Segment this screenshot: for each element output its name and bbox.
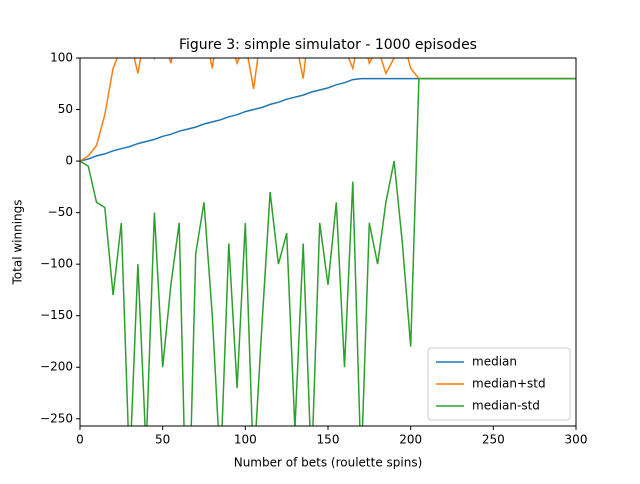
line-series	[80, 58, 576, 162]
line-series	[80, 77, 576, 162]
y-tick-label: 50	[58, 102, 73, 116]
x-tick-label: 150	[317, 433, 340, 447]
legend-label: median+std	[472, 377, 546, 391]
plot-area	[80, 58, 576, 426]
y-tick-label: −150	[40, 308, 73, 322]
x-tick-label: 250	[482, 433, 505, 447]
x-tick-label: 200	[399, 433, 422, 447]
legend-label: median	[472, 355, 517, 369]
x-tick-label: 0	[76, 433, 84, 447]
y-tick-label: 100	[50, 51, 73, 65]
y-tick-label: −250	[40, 411, 73, 425]
y-tick-label: 0	[65, 154, 73, 168]
x-tick-label: 50	[155, 433, 170, 447]
chart-title: Figure 3: simple simulator - 1000 episod…	[179, 37, 477, 53]
line-series	[80, 77, 576, 426]
y-tick-label: −100	[40, 257, 73, 271]
x-axis-label: Number of bets (roulette spins)	[234, 456, 423, 470]
x-tick-label: 300	[565, 433, 588, 447]
legend-box	[427, 347, 571, 421]
legend-label: median-std	[472, 399, 540, 413]
x-tick-label: 100	[234, 433, 257, 447]
y-tick-label: −50	[48, 205, 73, 219]
y-axis-label: Total winnings	[11, 199, 25, 285]
y-tick-label: −200	[40, 360, 73, 374]
